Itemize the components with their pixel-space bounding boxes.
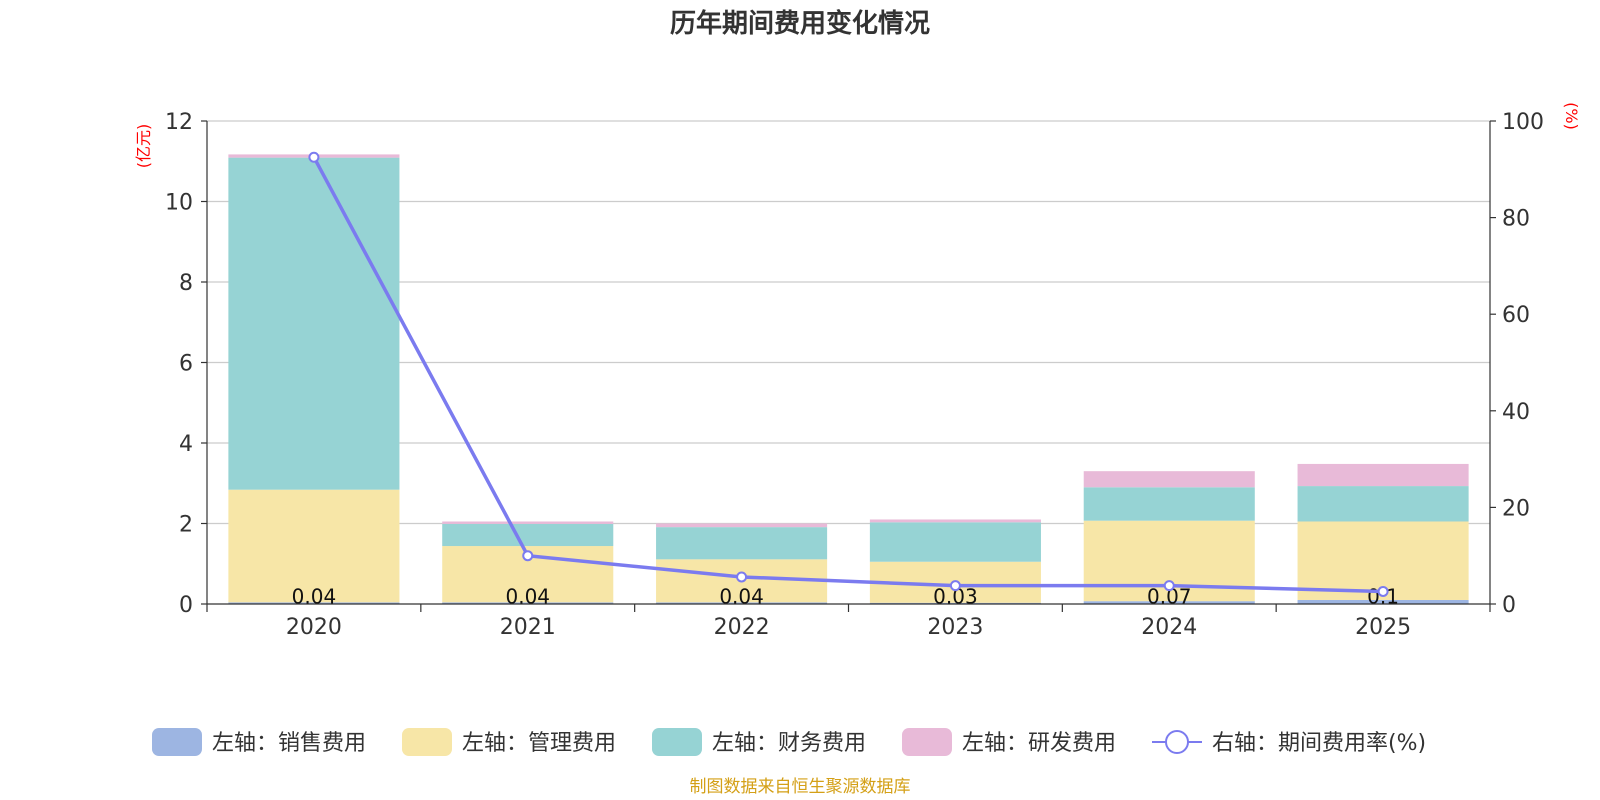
bar-segment[interactable] (1083, 471, 1255, 488)
bar-value-label: 0.04 (719, 585, 764, 609)
right-tick-label: 20 (1502, 496, 1530, 521)
legend-marker (1165, 730, 1189, 754)
axes: 0 2 4 6 8 10 12 0 20 40 60 80 100 2020 2021 2022 2023 202… (165, 110, 1544, 640)
rate-point[interactable] (736, 571, 748, 583)
bar-segment[interactable] (869, 602, 1041, 604)
right-tick-label: 0 (1502, 593, 1516, 618)
bar-segment[interactable] (656, 527, 828, 560)
bar-segment[interactable] (228, 157, 400, 490)
rate-point[interactable] (1163, 580, 1175, 592)
x-tick-label: 2025 (1355, 615, 1411, 640)
bar-segment[interactable] (656, 523, 828, 528)
rate-point[interactable] (522, 550, 534, 562)
rate-line-path (312, 156, 1384, 594)
footer-source: 制图数据来自恒生聚源数据库 (690, 777, 911, 797)
left-tick-label: 4 (179, 432, 193, 457)
bar-value-label: 0.04 (505, 585, 550, 609)
legend[interactable]: 左轴：销售费用 左轴：管理费用 左轴：财务费用 左轴：研发费用 右轴：期间费用率(%) (152, 728, 1426, 756)
legend-swatch (152, 728, 202, 756)
bar-segment[interactable] (1297, 463, 1469, 487)
bars (228, 154, 1469, 604)
right-tick-label: 40 (1502, 400, 1530, 425)
legend-item[interactable]: 左轴：研发费用 (902, 728, 1116, 756)
right-tick-label: 80 (1502, 207, 1530, 232)
bar-segment[interactable] (442, 521, 614, 524)
rate-line (308, 151, 1389, 597)
legend-label: 左轴：销售费用 (212, 731, 366, 756)
left-axis-unit: (亿元) (134, 124, 153, 169)
legend-label: 左轴：研发费用 (962, 731, 1116, 756)
rate-point[interactable] (1377, 585, 1389, 597)
bar-segment[interactable] (228, 602, 400, 604)
legend-swatch (902, 728, 952, 756)
right-tick-label: 100 (1502, 110, 1544, 135)
bar-segment[interactable] (869, 519, 1041, 523)
bar-segment[interactable] (1083, 601, 1255, 604)
legend-label: 左轴：财务费用 (712, 731, 866, 756)
left-tick-label: 0 (179, 593, 193, 618)
bar-segment[interactable] (1297, 599, 1469, 604)
legend-item[interactable]: 左轴：管理费用 (402, 728, 616, 756)
legend-swatch (652, 728, 702, 756)
left-tick-label: 12 (165, 110, 193, 135)
left-tick-label: 2 (179, 513, 193, 538)
legend-label: 左轴：管理费用 (462, 731, 616, 756)
bar-segment[interactable] (656, 602, 828, 604)
left-tick-label: 6 (179, 352, 193, 377)
x-tick-label: 2021 (500, 615, 556, 640)
rate-point[interactable] (949, 580, 961, 592)
x-tick-label: 2020 (286, 615, 342, 640)
bar-segment[interactable] (228, 489, 400, 603)
legend-item[interactable]: 右轴：期间费用率(%) (1152, 730, 1426, 756)
legend-item[interactable]: 左轴：财务费用 (652, 728, 866, 756)
right-tick-label: 60 (1502, 303, 1530, 328)
bar-segment[interactable] (442, 602, 614, 604)
legend-label: 右轴：期间费用率(%) (1212, 731, 1426, 756)
grid-lines (207, 120, 1490, 525)
chart-title: 历年期间费用变化情况 (670, 8, 930, 39)
rate-point[interactable] (308, 151, 320, 163)
x-tick-label: 2024 (1141, 615, 1197, 640)
x-tick-label: 2023 (927, 615, 983, 640)
bar-value-label: 0.04 (292, 585, 337, 609)
bar-segment[interactable] (1297, 486, 1469, 522)
bar-segment[interactable] (869, 522, 1041, 562)
left-tick-label: 10 (165, 191, 193, 216)
right-axis-unit: (%) (1562, 102, 1581, 130)
bar-segment[interactable] (442, 523, 614, 547)
left-tick-label: 8 (179, 271, 193, 296)
legend-item[interactable]: 左轴：销售费用 (152, 728, 366, 756)
bar-segment[interactable] (1083, 487, 1255, 521)
legend-swatch (402, 728, 452, 756)
x-tick-label: 2022 (714, 615, 770, 640)
